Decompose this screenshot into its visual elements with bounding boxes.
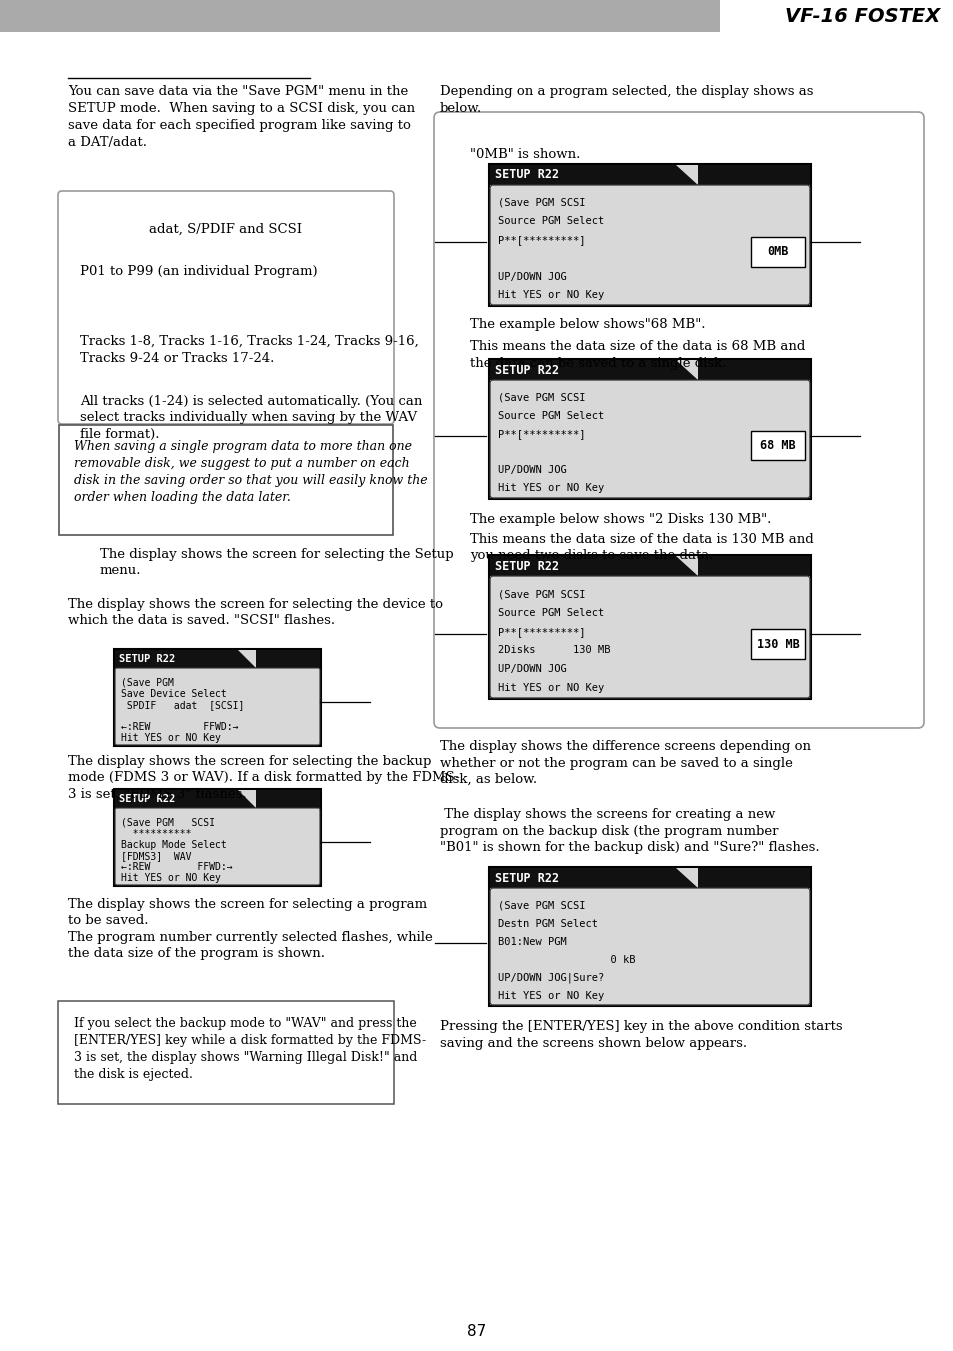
FancyBboxPatch shape <box>113 789 320 886</box>
Text: Hit YES or NO Key: Hit YES or NO Key <box>121 873 221 884</box>
Text: The display shows the screen for selecting a program
to be saved.
The program nu: The display shows the screen for selecti… <box>68 898 433 961</box>
Text: All tracks (1-24) is selected automatically. (You can
select tracks individually: All tracks (1-24) is selected automatica… <box>80 394 422 440</box>
Text: You can save data via the "Save PGM" menu in the
SETUP mode.  When saving to a S: You can save data via the "Save PGM" men… <box>68 85 415 149</box>
Text: 0 kB: 0 kB <box>497 955 635 965</box>
FancyBboxPatch shape <box>750 236 804 266</box>
Text: SPDIF   adat  [SCSI]: SPDIF adat [SCSI] <box>121 700 244 709</box>
Text: Hit YES or NO Key: Hit YES or NO Key <box>497 484 603 493</box>
Text: Save Device Select: Save Device Select <box>121 689 227 698</box>
Text: UP/DOWN JOG: UP/DOWN JOG <box>497 272 566 282</box>
Text: SETUP R22: SETUP R22 <box>495 363 558 377</box>
Text: This means the data size of the data is 130 MB and
you need two disks to save th: This means the data size of the data is … <box>470 534 813 562</box>
FancyBboxPatch shape <box>489 359 810 499</box>
Text: 130 MB: 130 MB <box>756 638 799 651</box>
Polygon shape <box>237 650 255 667</box>
Text: P01 to P99 (an individual Program): P01 to P99 (an individual Program) <box>80 265 317 278</box>
Text: Backup Mode Select: Backup Mode Select <box>121 840 227 850</box>
Text: Destn PGM Select: Destn PGM Select <box>497 919 598 928</box>
FancyBboxPatch shape <box>750 431 804 461</box>
Text: Hit YES or NO Key: Hit YES or NO Key <box>497 990 603 1001</box>
Text: P**[*********]: P**[*********] <box>497 627 585 636</box>
Polygon shape <box>237 790 255 808</box>
Bar <box>490 557 809 576</box>
Text: Hit YES or NO Key: Hit YES or NO Key <box>497 290 603 300</box>
Text: Hit YES or NO Key: Hit YES or NO Key <box>497 684 603 693</box>
FancyBboxPatch shape <box>489 555 810 698</box>
Text: (Save PGM SCSI: (Save PGM SCSI <box>497 393 585 403</box>
Polygon shape <box>675 165 697 185</box>
Text: B01:New PGM: B01:New PGM <box>497 936 566 947</box>
Text: If you select the backup mode to "WAV" and press the
[ENTER/YES] key while a dis: If you select the backup mode to "WAV" a… <box>74 1017 426 1081</box>
Bar <box>490 867 809 888</box>
Text: The display shows the screen for selecting the backup
mode (FDMS 3 or WAV). If a: The display shows the screen for selecti… <box>68 755 459 801</box>
Text: Depending on a program selected, the display shows as
below.: Depending on a program selected, the dis… <box>439 85 813 115</box>
FancyBboxPatch shape <box>58 1001 394 1104</box>
Text: (Save PGM: (Save PGM <box>121 678 173 688</box>
Text: SETUP R22: SETUP R22 <box>495 169 558 181</box>
Text: ←:REW        FFWD:→: ←:REW FFWD:→ <box>121 862 233 871</box>
Bar <box>115 790 319 808</box>
Text: When saving a single program data to more than one
removable disk, we suggest to: When saving a single program data to mor… <box>74 440 427 504</box>
Text: 0MB: 0MB <box>766 246 788 258</box>
Text: ←:REW         FFWD:→: ←:REW FFWD:→ <box>121 721 238 732</box>
Text: (Save PGM   SCSI: (Save PGM SCSI <box>121 817 214 828</box>
FancyBboxPatch shape <box>750 628 804 659</box>
Bar <box>490 359 809 380</box>
Text: UP/DOWN JOG: UP/DOWN JOG <box>497 665 566 674</box>
Text: Hit YES or NO Key: Hit YES or NO Key <box>121 732 221 743</box>
FancyBboxPatch shape <box>489 867 810 1006</box>
FancyBboxPatch shape <box>434 112 923 728</box>
Text: "0MB" is shown.: "0MB" is shown. <box>470 149 579 161</box>
FancyBboxPatch shape <box>58 190 394 424</box>
Text: Tracks 1-8, Tracks 1-16, Tracks 1-24, Tracks 9-16,
Tracks 9-24 or Tracks 17-24.: Tracks 1-8, Tracks 1-16, Tracks 1-24, Tr… <box>80 335 418 365</box>
Text: P**[*********]: P**[*********] <box>497 430 585 439</box>
Text: The display shows the screen for selecting the Setup
menu.: The display shows the screen for selecti… <box>100 549 453 577</box>
Text: SETUP R22: SETUP R22 <box>119 654 175 663</box>
Text: This means the data size of the data is 68 MB and
the data can be saved to a sin: This means the data size of the data is … <box>470 340 804 370</box>
Text: **********: ********** <box>121 830 192 839</box>
Text: UP/DOWN JOG: UP/DOWN JOG <box>497 465 566 476</box>
Text: (Save PGM SCSI: (Save PGM SCSI <box>497 901 585 911</box>
Text: adat, S/PDIF and SCSI: adat, S/PDIF and SCSI <box>150 223 302 236</box>
Text: Source PGM Select: Source PGM Select <box>497 608 603 617</box>
Text: SETUP R22: SETUP R22 <box>119 794 175 804</box>
Text: (Save PGM SCSI: (Save PGM SCSI <box>497 199 585 208</box>
Text: P**[*********]: P**[*********] <box>497 235 585 245</box>
Text: The display shows the screens for creating a new
program on the backup disk (the: The display shows the screens for creati… <box>439 808 819 854</box>
Bar <box>115 650 319 667</box>
Text: 87: 87 <box>467 1324 486 1339</box>
Text: 2Disks      130 MB: 2Disks 130 MB <box>497 646 610 655</box>
Text: Source PGM Select: Source PGM Select <box>497 216 603 227</box>
Polygon shape <box>675 359 697 380</box>
Text: VF-16 FOSTEX: VF-16 FOSTEX <box>784 7 939 26</box>
Text: (Save PGM SCSI: (Save PGM SCSI <box>497 589 585 598</box>
FancyBboxPatch shape <box>113 648 320 746</box>
Polygon shape <box>675 557 697 576</box>
Bar <box>490 165 809 185</box>
Text: SETUP R22: SETUP R22 <box>495 559 558 573</box>
Text: UP/DOWN JOG|Sure?: UP/DOWN JOG|Sure? <box>497 973 603 984</box>
Text: The display shows the difference screens depending on
whether or not the program: The display shows the difference screens… <box>439 740 810 786</box>
Text: Pressing the [ENTER/YES] key in the above condition starts
saving and the screen: Pressing the [ENTER/YES] key in the abov… <box>439 1020 841 1050</box>
FancyBboxPatch shape <box>59 426 393 535</box>
Text: The display shows the screen for selecting the device to
which the data is saved: The display shows the screen for selecti… <box>68 598 442 627</box>
Polygon shape <box>675 867 697 888</box>
Text: 68 MB: 68 MB <box>760 439 795 453</box>
Text: Source PGM Select: Source PGM Select <box>497 411 603 422</box>
FancyBboxPatch shape <box>489 163 810 305</box>
Text: The example below shows"68 MB".: The example below shows"68 MB". <box>470 317 705 331</box>
Text: The example below shows "2 Disks 130 MB".: The example below shows "2 Disks 130 MB"… <box>470 513 771 526</box>
Text: [FDMS3]  WAV: [FDMS3] WAV <box>121 851 192 861</box>
Bar <box>0 0 720 32</box>
Text: SETUP R22: SETUP R22 <box>495 871 558 885</box>
